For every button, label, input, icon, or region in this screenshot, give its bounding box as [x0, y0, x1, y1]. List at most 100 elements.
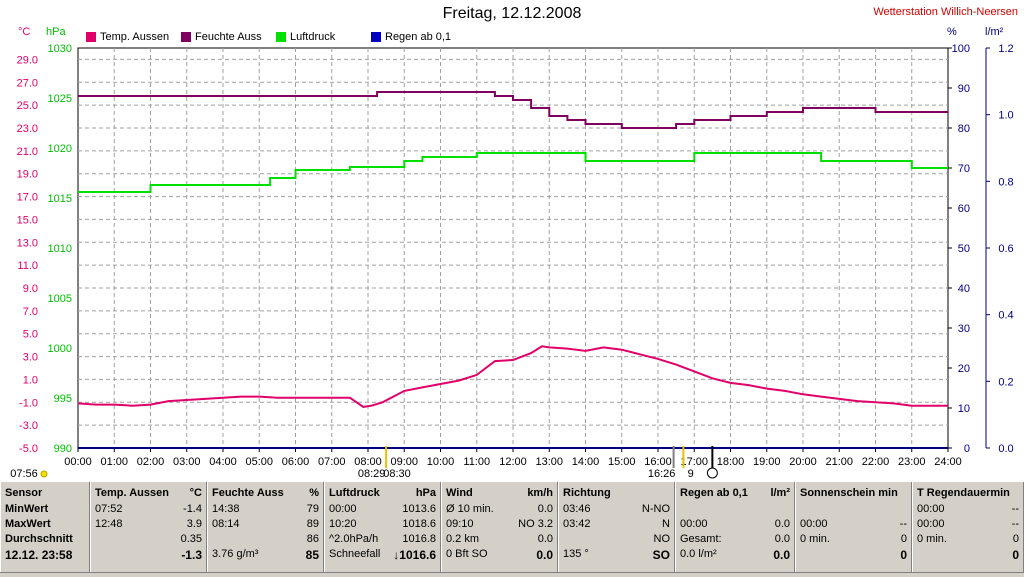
pressure-unit-label: hPa: [46, 26, 66, 38]
sonne-total-value: 0: [900, 533, 907, 545]
wind-bft: 0 Bft SO: [446, 548, 488, 560]
table-row: Gesamt: 0.0: [676, 532, 794, 547]
luftdruck-avg-value: 1016.8: [402, 533, 436, 545]
table-row: ^2.0hPa/h 1016.8: [325, 532, 440, 547]
temp-tick-label: -1.0: [19, 397, 38, 409]
richtung-min-value: N-NO: [641, 503, 670, 515]
sonne-max-value: --: [899, 518, 907, 530]
feuchte-unit: %: [309, 487, 319, 499]
col-luftdruck: Luftdruck hPa 00:00 1013.6 10:20 1018.6 ^2.…: [324, 482, 441, 577]
col-richtung: Richtung 03:46 N-NO 03:42 N NO 135 ° SO: [558, 482, 675, 577]
table-row: 86: [208, 532, 323, 547]
x-tick-label: 04:00: [209, 456, 237, 468]
richtung-header: Richtung: [563, 487, 611, 499]
regen-header: Regen ab 0,1: [680, 487, 748, 499]
x-tick-label: 01:00: [100, 456, 128, 468]
col-temp: Temp. Aussen °C 07:52 -1.4 12:48 3.9 0.35 -…: [90, 482, 207, 577]
sonne-total-label: 0 min.: [800, 533, 830, 545]
temp-min-value: -1.4: [183, 503, 202, 515]
x-tick-label: 17:00: [680, 456, 708, 468]
table-row: -1.3: [91, 547, 206, 562]
table-row: 3.76 g/m³ 85: [208, 547, 323, 562]
feuchte-min-time: 14:38: [212, 503, 240, 515]
temp-tick-label: 5.0: [23, 329, 38, 341]
col-regendauer: T Regendauermin 00:00 -- 00:00 -- 0 min. 0 …: [912, 482, 1024, 577]
x-tick-label: 19:00: [753, 456, 781, 468]
sensor-header: Sensor: [5, 487, 43, 499]
table-row: 09:10 NO 3.2: [442, 517, 557, 532]
x-tick-label: 05:00: [245, 456, 273, 468]
feuchte-avg-value: 86: [306, 533, 319, 545]
table-row: 135 ° SO: [559, 547, 674, 562]
humidity-tick-label: 70: [958, 163, 970, 175]
regendauer-max-value: --: [1011, 518, 1019, 530]
chart-title: Freitag, 12.12.2008: [442, 5, 582, 22]
richtung-degrees: 135 °: [563, 548, 589, 560]
temp-max-time: 12:48: [95, 518, 123, 530]
table-row: 0: [796, 547, 911, 562]
legend-temp-label: Temp. Aussen: [100, 31, 170, 43]
wind-header: Wind: [446, 487, 473, 499]
x-tick-label: 08:00: [354, 456, 382, 468]
richtung-avg-value: NO: [653, 533, 671, 545]
x-tick-label: 06:00: [282, 456, 310, 468]
table-row: 0.0 l/m² 0.0: [676, 547, 794, 562]
sensor-row-max: MaxWert: [5, 518, 51, 530]
regen-total-label: Gesamt:: [680, 533, 722, 545]
feuchte-current-note: 3.76 g/m³: [212, 548, 259, 560]
luftdruck-header: Luftdruck: [329, 487, 380, 499]
sensor-row-min: MinWert: [5, 503, 49, 515]
rain-tick-label: 0.8: [998, 176, 1013, 188]
feuchte-current-value: 85: [305, 548, 319, 562]
x-tick-label: 21:00: [825, 456, 853, 468]
richtung-max-time: 03:42: [563, 518, 591, 530]
temp-tick-label: 9.0: [23, 283, 38, 295]
regendauer-current-value: 0: [1012, 548, 1019, 562]
temp-current-value: -1.3: [181, 548, 202, 562]
series-line-pressure: [78, 152, 948, 193]
col-regen: Regen ab 0,1 l/m² 00:00 0.0 Gesamt: 0.0 0.0…: [675, 482, 795, 577]
x-tick-label: 09:00: [390, 456, 418, 468]
temp-tick-label: 1.0: [23, 374, 38, 386]
luftdruck-min-time: 00:00: [329, 503, 357, 515]
luftdruck-forecast: Schneefall: [329, 548, 381, 560]
x-tick-label: 24:00: [934, 456, 962, 468]
sonne-current-value: 0: [900, 548, 907, 562]
series-line-humidity: [78, 91, 948, 129]
table-row: NO: [559, 532, 674, 547]
sensor-row-current: 12.12. 23:58: [5, 548, 73, 562]
luftdruck-max-time: 10:20: [329, 518, 357, 530]
temp-header: Temp. Aussen: [95, 487, 169, 499]
table-row: Ø 10 min. 0.0: [442, 502, 557, 517]
luftdruck-max-value: 1018.6: [402, 518, 436, 530]
col-sonne: Sonnenschein min 00:00 -- 0 min. 0 0: [795, 482, 912, 577]
chart-svg: 00:00 01:00 02:00 03:00 04:00 05:00 06:00 07:00…: [10, 43, 1013, 480]
pressure-tick-label: 1025: [48, 93, 72, 105]
regen-current-value: 0.0: [773, 548, 790, 562]
humidity-tick-label: 0: [964, 443, 970, 455]
temp-tick-label: 25.0: [17, 100, 38, 112]
x-tick-label: 13:00: [535, 456, 563, 468]
sunrise-label: 08:29: [358, 468, 386, 480]
x-tick-label: 16:00: [644, 456, 672, 468]
x-tick-label: 07:00: [318, 456, 346, 468]
regen-total-value: 0.0: [774, 533, 790, 545]
table-row: 03:42 N: [559, 517, 674, 532]
x-tick-label: 00:00: [64, 456, 92, 468]
legend-luftdruck-label: Luftdruck: [290, 31, 336, 43]
table-row: Schneefall ↓1016.6: [325, 547, 440, 562]
regendauer-header: T Regendauermin: [917, 487, 1010, 499]
table-row: 08:14 89: [208, 517, 323, 532]
humidity-unit-label: %: [947, 26, 957, 38]
regendauer-total-value: 0: [1012, 533, 1019, 545]
table-row: 07:52 -1.4: [91, 502, 206, 517]
humidity-tick-label: 90: [958, 83, 970, 95]
table-row: 00:00 --: [796, 517, 911, 532]
temp-unit-label: °C: [18, 26, 31, 38]
wind-max-time: 09:10: [446, 518, 474, 530]
pressure-tick-label: 1010: [48, 243, 72, 255]
sunset-label: 16:26: [648, 468, 676, 480]
wind-max-value: NO 3.2: [518, 518, 553, 530]
x-tick-label: 02:00: [137, 456, 165, 468]
richtung-current-value: SO: [652, 548, 670, 562]
